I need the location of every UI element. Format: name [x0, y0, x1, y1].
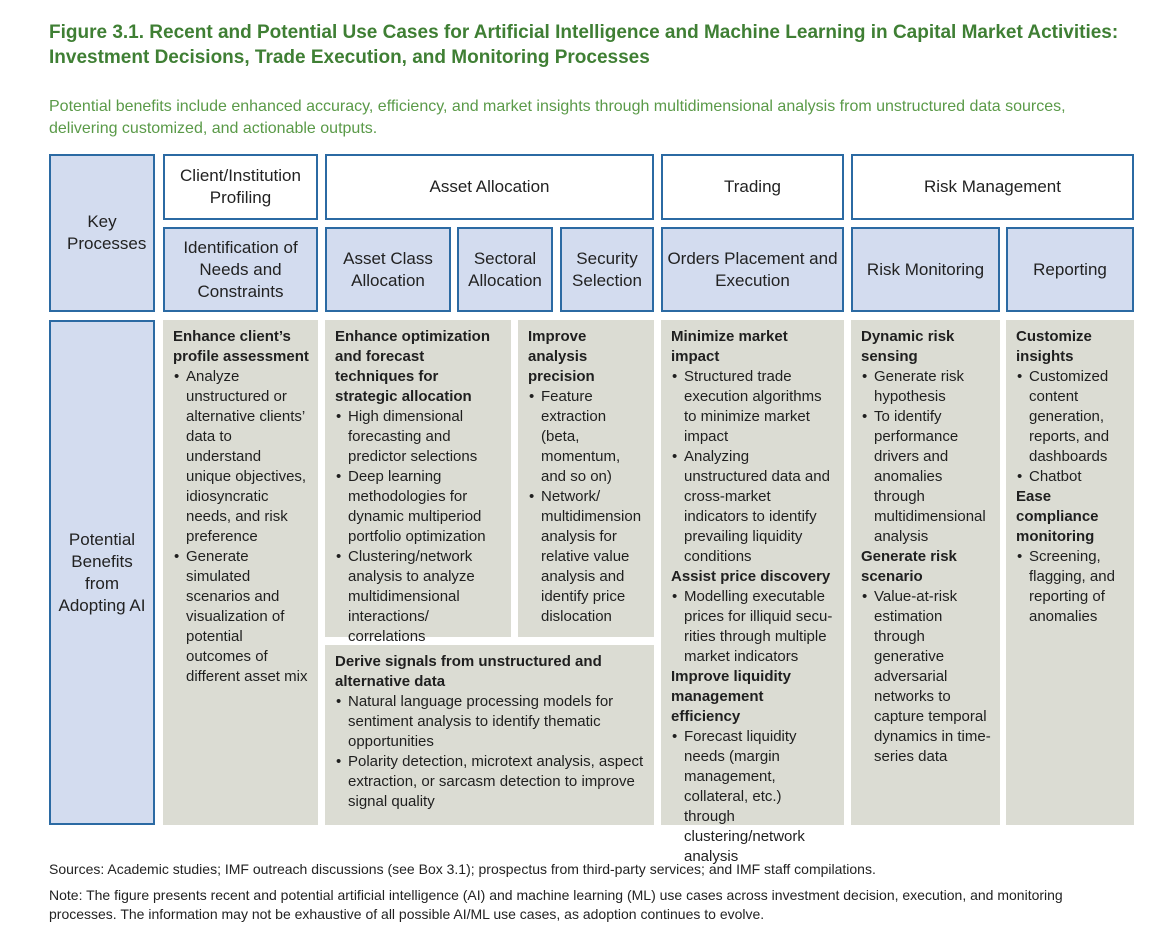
process-sectoral-allocation-label: Sectoral Allocation [468, 248, 542, 290]
process-orders-placement-label: Orders Placement and Execution [667, 248, 838, 290]
benefit-signals: Derive signals from unstructured and alt… [325, 645, 654, 825]
benefit-bullet-list: Feature extraction (beta, momentum, and … [528, 387, 646, 627]
category-asset-allocation-label: Asset Allocation [429, 177, 550, 196]
benefit-bullet: Forecast liquidity needs (margin managem… [671, 727, 836, 867]
benefit-bullet: Screening, flagging, and reporting of an… [1016, 547, 1126, 627]
benefit-bullet-list: Analyze unstructured or alternative clie… [173, 367, 310, 687]
benefit-client-profile: Enhance client’s profile assessmentAnaly… [163, 320, 318, 825]
row-label-benefits: Potential Benefits from Adopting AI [49, 320, 155, 825]
benefit-heading: Dynamic risk sensing [861, 328, 955, 365]
benefit-heading: Minimize market impact [671, 328, 788, 365]
process-identification-of-needs-label: Identification of Needs and Constraints [183, 237, 298, 301]
benefit-bullet-list: Structured trade execution algorithms to… [671, 367, 836, 567]
benefit-bullet: Polarity detection, microtext analysis, … [335, 752, 646, 812]
benefit-heading: Improve liquidity management efficiency [671, 668, 792, 725]
category-client-profiling-label: Client/Institution Profiling [180, 166, 301, 207]
benefit-bullet: Analyzing unstructured data and cross-ma… [671, 447, 836, 567]
process-asset-class-allocation: Asset Class Allocation [325, 227, 451, 312]
process-asset-class-allocation-label: Asset Class Allocation [343, 248, 433, 290]
benefit-bullet: Generate simulated scenarios and visuali… [173, 547, 310, 687]
benefit-bullet: Structured trade execution algorithms to… [671, 367, 836, 447]
process-risk-monitoring-label: Risk Monitoring [866, 259, 985, 279]
benefit-bullet: Deep learning methodologies for dynamic … [335, 467, 503, 547]
category-trading: Trading [661, 154, 844, 220]
category-risk-management: Risk Management [851, 154, 1134, 220]
benefit-bullet: Natural language processing models for s… [335, 692, 646, 752]
benefit-bullet: Clustering/network analysis to analyze m… [335, 547, 503, 647]
row-label-key-processes: Key Processes [49, 154, 155, 312]
benefit-bullet: Value-at-risk estimation through generat… [861, 587, 992, 767]
process-security-selection: Security Selection [560, 227, 654, 312]
benefit-bullet-list: Value-at-risk estimation through generat… [861, 587, 992, 767]
process-orders-placement: Orders Placement and Execution [661, 227, 844, 312]
process-risk-monitoring: Risk Monitoring [851, 227, 1000, 312]
benefit-bullet: Customized content generation, reports, … [1016, 367, 1126, 467]
benefit-heading: Generate risk scenario [861, 548, 957, 585]
benefit-bullet: High dimensional forecasting and predict… [335, 407, 503, 467]
category-risk-management-label: Risk Management [923, 177, 1061, 196]
row-label-benefits-text: Potential Benefits from Adopting AI [58, 529, 146, 615]
benefit-bullet: Chatbot [1016, 467, 1126, 487]
figure-title: Figure 3.1. Recent and Potential Use Cas… [49, 22, 1119, 68]
process-identification-of-needs: Identification of Needs and Constraints [163, 227, 318, 312]
benefit-bullet-list: Forecast liquidity needs (margin managem… [671, 727, 836, 867]
benefit-bullet: Analyze unstructured or alternative clie… [173, 367, 310, 547]
benefit-risk: Dynamic risk sensingGenerate risk hypoth… [851, 320, 1000, 825]
process-security-selection-label: Security Selection [572, 248, 642, 290]
benefit-reporting: Customize insightsCustomized content gen… [1006, 320, 1134, 825]
process-reporting: Reporting [1006, 227, 1134, 312]
benefit-bullet: To identify performance drivers and anom… [861, 407, 992, 547]
benefit-bullet-list: Natural language processing models for s… [335, 692, 646, 812]
benefit-bullet-list: Modelling executable prices for illiquid… [671, 587, 836, 667]
benefit-analysis-precision: Improve analysis precisionFeature extrac… [518, 320, 654, 637]
benefit-heading: Enhance client’s profile assessment [173, 328, 309, 365]
process-sectoral-allocation: Sectoral Allocation [457, 227, 553, 312]
category-asset-allocation: Asset Allocation [325, 154, 654, 220]
benefit-bullet-list: Customized content generation, reports, … [1016, 367, 1126, 487]
benefit-heading: Customize insights [1016, 328, 1092, 365]
benefit-bullet: Network/ multidimension analysis for rel… [528, 487, 646, 627]
category-client-profiling: Client/Institution Profiling [163, 154, 318, 220]
benefit-heading: Enhance optimization and forecast techni… [335, 328, 491, 405]
benefit-bullet-list: Generate risk hypothesisTo identify perf… [861, 367, 992, 547]
benefit-heading: Ease compliance monitoring [1016, 488, 1099, 545]
benefit-bullet-list: High dimensional forecasting and predict… [335, 407, 503, 647]
benefit-bullet-list: Screening, flagging, and reporting of an… [1016, 547, 1126, 627]
benefit-heading: Derive signals from unstructured and alt… [335, 653, 602, 690]
benefit-bullet: Generate risk hypothesis [861, 367, 992, 407]
sources-text: Sources: Academic studies; IMF outreach … [49, 861, 876, 877]
category-trading-label: Trading [723, 177, 781, 196]
benefit-bullet: Feature extraction (beta, momentum, and … [528, 387, 646, 487]
benefit-heading: Assist price discovery [671, 568, 831, 585]
benefit-optimization: Enhance optimization and forecast techni… [325, 320, 511, 645]
process-reporting-label: Reporting [1033, 259, 1107, 279]
benefit-heading: Improve analysis precision [528, 328, 595, 385]
benefit-trading: Minimize market impactStructured trade e… [661, 320, 844, 865]
row-label-key-processes-text: Key Processes [67, 212, 147, 253]
benefit-bullet: Modelling executable prices for illiquid… [671, 587, 836, 667]
figure-subtitle: Potential benefits include enhanced accu… [49, 98, 1066, 137]
note-text: Note: The figure presents recent and pot… [49, 887, 1063, 922]
